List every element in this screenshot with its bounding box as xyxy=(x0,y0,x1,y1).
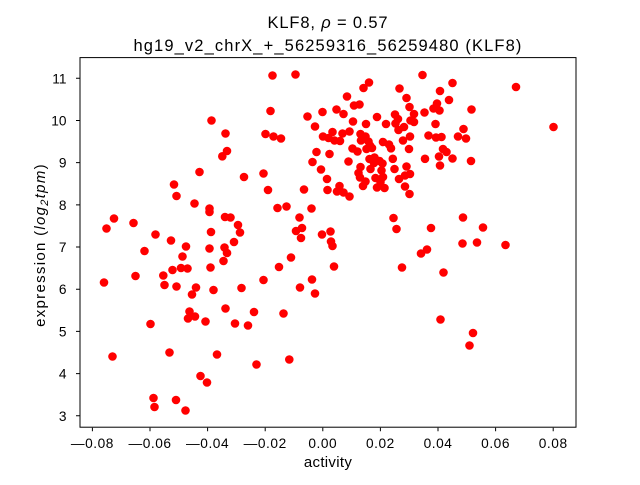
svg-text:6: 6 xyxy=(59,282,67,297)
svg-text:expression (log2tpm): expression (log2tpm) xyxy=(32,163,51,327)
svg-text:—0.06: —0.06 xyxy=(128,436,171,451)
svg-text:—0.04: —0.04 xyxy=(186,436,229,451)
svg-text:—0.02: —0.02 xyxy=(244,436,287,451)
svg-text:0.02: 0.02 xyxy=(366,436,395,451)
svg-text:KLF8, ρ = 0.57: KLF8, ρ = 0.57 xyxy=(268,14,389,32)
svg-text:0.04: 0.04 xyxy=(424,436,453,451)
svg-text:0.06: 0.06 xyxy=(481,436,510,451)
svg-text:0.08: 0.08 xyxy=(539,436,568,451)
svg-text:0.00: 0.00 xyxy=(308,436,337,451)
svg-text:10: 10 xyxy=(51,113,67,128)
svg-text:hg19_v2_chrX_+_56259316_562594: hg19_v2_chrX_+_56259316_56259480 (KLF8) xyxy=(133,37,522,55)
svg-text:4: 4 xyxy=(59,367,67,382)
svg-text:9: 9 xyxy=(59,156,67,171)
svg-text:11: 11 xyxy=(52,71,66,86)
svg-text:7: 7 xyxy=(59,240,67,255)
svg-text:8: 8 xyxy=(59,198,67,213)
svg-text:—0.08: —0.08 xyxy=(71,436,114,451)
svg-text:3: 3 xyxy=(59,409,67,424)
svg-text:activity: activity xyxy=(304,454,352,471)
svg-text:5: 5 xyxy=(59,324,67,339)
